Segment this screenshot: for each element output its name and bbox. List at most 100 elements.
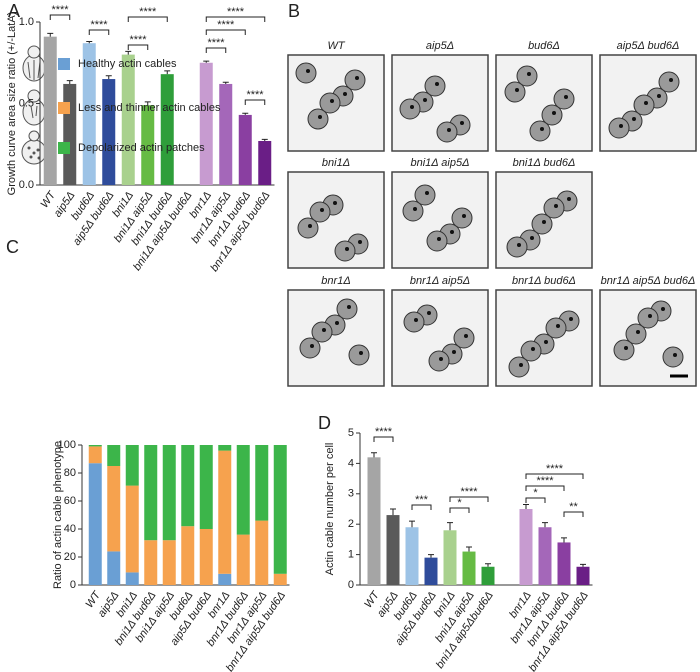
significance-bracket [88,29,110,35]
actin-patch [425,191,429,195]
actin-patch [542,220,546,224]
cell [658,71,680,93]
bar [462,551,476,585]
actin-patch [460,121,464,125]
legend-label: Healthy actin cables [78,58,177,70]
micrograph-label: bni1Δ aip5Δ [410,157,469,169]
significance-bracket [205,47,227,53]
significance-label: **** [375,426,393,438]
actin-patch [673,353,677,357]
error-bar [47,32,54,37]
actin-patch [515,88,519,92]
actin-patch [423,98,427,102]
cell [662,346,684,368]
actin-patch [306,69,310,73]
bar-segment [125,485,139,573]
significance-bracket [205,29,246,35]
micrograph-label: aip5Δ [426,40,454,52]
significance-label: **** [129,34,147,46]
bar-segment [236,445,250,535]
actin-patch [657,94,661,98]
cell [414,184,436,206]
significance-label: **** [460,486,478,498]
actin-patch [413,207,417,211]
significance-label: **** [207,37,225,49]
micrograph-label: bud6Δ [528,40,560,52]
actin-patch [462,214,466,218]
actin-patch [347,305,351,309]
cell [399,98,421,120]
bar [141,105,155,185]
cell [319,92,341,114]
error-bar [447,522,453,531]
bar [557,542,571,585]
actin-patch [447,128,451,132]
error-bar [242,112,249,115]
legend-label: Less and thinner actin cables [78,102,221,114]
bar [102,79,116,185]
actin-patch [450,230,454,234]
cell [295,62,317,84]
micrograph-label: bnr1Δ aip5Δ [410,275,470,287]
micrograph-label: bni1Δ [322,157,350,169]
actin-patch [661,307,665,311]
error-bar [105,75,112,80]
significance-bracket [205,16,266,22]
cell [336,298,358,320]
bar-segment [181,526,195,585]
y-tick-label: 4 [348,457,354,469]
bar-segment [199,445,213,529]
legend-swatch [58,102,70,114]
bar-segment [125,572,139,585]
micrograph-label: bni1Δ bud6Δ [513,157,576,169]
cell [451,207,473,229]
bar [82,43,96,185]
actin-patch [464,334,468,338]
cell [504,81,526,103]
significance-label: **** [227,6,245,18]
significance-bracket [127,44,149,50]
error-bar [203,60,210,63]
actin-patch [517,243,521,247]
actin-patch [552,111,556,115]
y-tick-label: 5 [348,427,354,439]
significance-label: **** [536,475,554,487]
error-bar [561,537,567,543]
significance-bracket [563,511,584,517]
actin-patch [330,99,334,103]
actin-patch [619,124,623,128]
actin-patch [358,240,362,244]
bar-segment [88,446,102,464]
significance-label: **** [139,6,157,18]
actin-patch [322,328,326,332]
error-bar [580,563,586,567]
y-axis-title: Growth curve area size ratio (+/-LatA) [6,12,18,196]
cell [453,327,475,349]
actin-patch [310,344,314,348]
bar-segment [181,445,195,527]
error-bar [144,101,151,106]
y-tick-label: 0.5 [19,97,34,109]
bar-segment [88,445,102,447]
significance-label: **** [546,463,564,475]
actin-patch [435,82,439,86]
error-bar [66,80,73,84]
actin-patch [530,236,534,240]
actin-patch [410,105,414,109]
cell [309,201,331,223]
cell [633,94,655,116]
error-bar [86,41,93,44]
y-tick-label: 1 [348,549,354,561]
bar [519,509,533,585]
actin-patch [333,201,337,205]
micrograph-label: bnr1Δ [321,275,350,287]
y-tick-label: 1.0 [19,16,34,28]
micrograph-label: bnr1Δ bud6Δ [512,275,576,287]
actin-patch [531,347,535,351]
y-axis-title: Actin cable number per cell [324,443,336,576]
error-bar [542,522,548,528]
cell [541,104,563,126]
cell [625,323,647,345]
actin-patch [437,237,441,241]
